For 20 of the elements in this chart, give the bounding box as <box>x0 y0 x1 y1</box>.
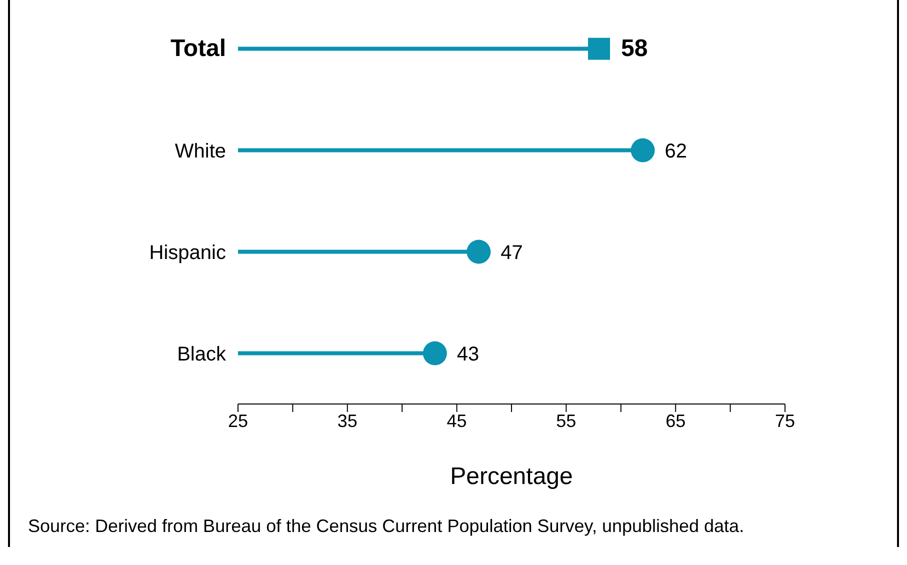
y-tick-label: Total <box>170 34 226 62</box>
y-tick-label: White <box>174 140 226 162</box>
x-tick-label: 25 <box>228 410 248 431</box>
x-tick-label: 65 <box>666 410 686 431</box>
data-label: 62 <box>664 140 688 162</box>
y-tick-label: Hispanic <box>149 242 226 264</box>
source-note: Source: Derived from Bureau of the Census Current Population Survey, unpublished data. <box>28 516 744 537</box>
point <box>466 240 491 264</box>
x-tick-label: 35 <box>337 410 358 431</box>
point <box>422 341 447 366</box>
x-axis-title: Percentage <box>450 463 573 490</box>
data-label: 43 <box>456 343 480 366</box>
x-tick-label: 75 <box>774 410 796 431</box>
x-tick-label: 55 <box>556 410 576 431</box>
y-tick-label: Black <box>177 343 227 366</box>
data-label: 58 <box>621 34 648 62</box>
data-label: 47 <box>500 242 523 264</box>
point <box>588 38 610 60</box>
point <box>630 138 655 162</box>
x-tick-label: 45 <box>446 410 467 431</box>
